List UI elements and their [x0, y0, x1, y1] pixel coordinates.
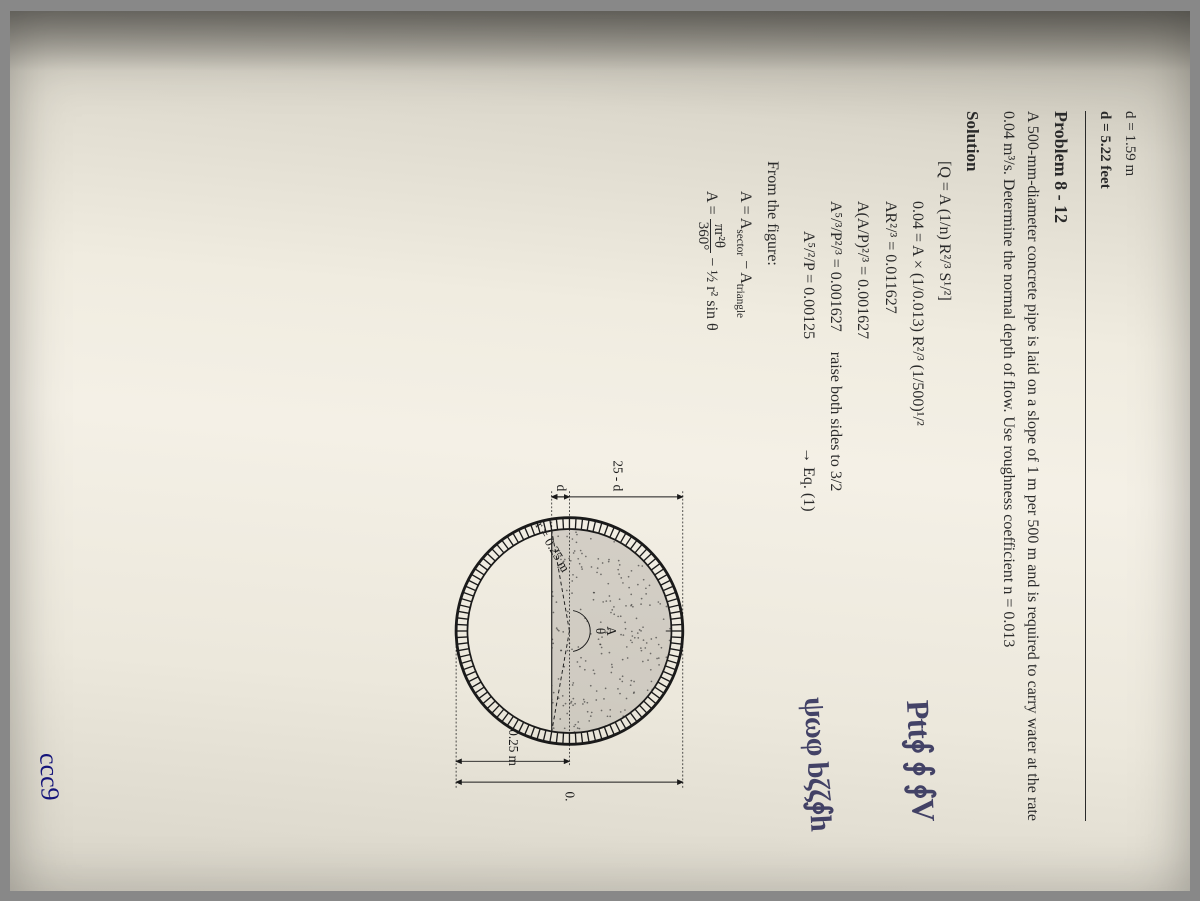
svg-text:d: d: [554, 484, 569, 491]
handwritten-signature: ccc9: [33, 752, 65, 801]
pipe-cross-section-figure: θAr = 0.25 m0.5 m0.25 m0.25 - dd: [390, 461, 730, 801]
figure-lead: From the figure:: [763, 161, 781, 821]
svg-text:A: A: [604, 626, 619, 636]
section-rule: [1085, 111, 1086, 821]
figure-eq-1: A = Asector − Atriangle: [730, 191, 759, 821]
solution-title: Solution: [962, 111, 982, 821]
textbook-page: d = 1.59 m d = 5.22 feet Problem 8 - 12 …: [10, 11, 1190, 891]
svg-text:0.5 m: 0.5 m: [563, 791, 578, 800]
handwritten-scribble-2: ψωφ bζζ∮h: [797, 696, 839, 831]
problem-number: Problem 8 - 12: [1050, 111, 1071, 821]
carryover-line-2: d = 5.22 feet: [1094, 111, 1115, 821]
handwritten-scribble-1: Ptt∮ ∮ ∮V: [899, 699, 943, 822]
svg-text:0.25 - d: 0.25 - d: [610, 461, 625, 492]
svg-text:0.25 m: 0.25 m: [506, 729, 521, 766]
eq-line-3: A(A/P)²/³ = 0.001627: [849, 201, 876, 821]
carryover-line-1: d = 1.59 m: [1119, 111, 1140, 821]
problem-statement: A 500-mm-diameter concrete pipe is laid …: [996, 111, 1044, 821]
pipe-svg: θAr = 0.25 m0.5 m0.25 m0.25 - dd: [390, 461, 730, 801]
